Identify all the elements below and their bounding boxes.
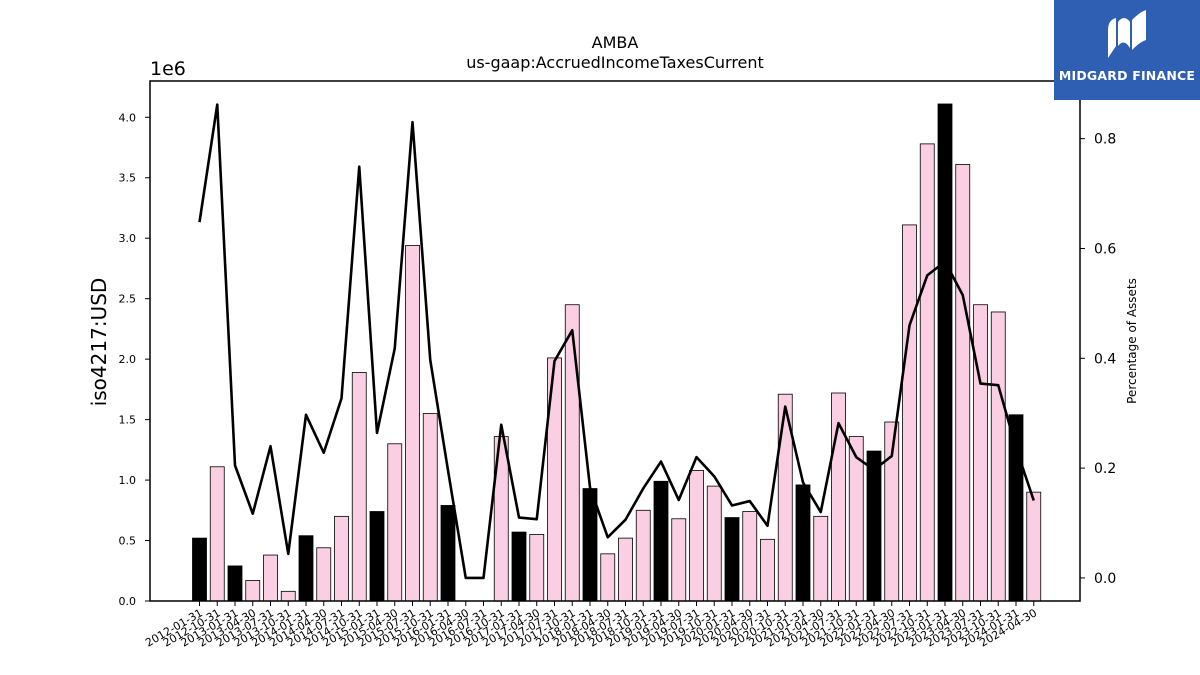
chart-title: AMBA <box>592 33 639 52</box>
y-tick-label: 0.0 <box>119 595 137 608</box>
bar <box>245 580 261 602</box>
y-tick-label: 2.0 <box>119 353 137 366</box>
y2-tick-label: 0.8 <box>1094 132 1116 148</box>
bar <box>511 531 527 602</box>
percentage-line <box>198 103 1035 580</box>
bar <box>387 443 403 602</box>
y2-tick-label: 0.4 <box>1094 351 1116 367</box>
line-group <box>198 103 1035 580</box>
bar <box>671 518 687 602</box>
y-tick-label: 1.5 <box>119 414 137 427</box>
bar <box>742 511 758 602</box>
bar <box>760 538 775 602</box>
bar <box>1026 491 1042 602</box>
bar <box>795 484 811 602</box>
bar <box>227 565 243 602</box>
logo-text: MIDGARD FINANCE <box>1058 68 1196 83</box>
y-tick-label: 4.0 <box>119 111 137 124</box>
bar <box>990 311 1006 602</box>
bar <box>706 485 722 602</box>
y2-axis-label: Percentage of Assets <box>1125 278 1139 404</box>
bar <box>422 413 438 602</box>
axes-group: 0.0 0.5 1.0 1.5 2.0 2.5 3.0 3.5 4.0 0.0 0.2 0.4 0.6 0… <box>119 80 1116 650</box>
bar <box>405 245 420 602</box>
bar <box>316 547 332 602</box>
bar <box>529 534 545 602</box>
bars-group <box>192 103 1042 602</box>
bar <box>298 535 314 602</box>
bar <box>919 143 935 602</box>
bar <box>724 517 740 602</box>
y-scale-label: 1e6 <box>150 58 186 80</box>
y2-tick-label: 0.2 <box>1094 461 1116 477</box>
y-tick-label: 3.0 <box>119 232 137 245</box>
y2-tick-label: 0.0 <box>1094 571 1116 587</box>
bar <box>192 537 207 602</box>
bar <box>582 488 598 602</box>
bar <box>369 511 385 602</box>
bar <box>334 515 349 602</box>
logo: MIDGARD FINANCE <box>1054 0 1200 100</box>
y-axis-label: iso4217:USD <box>87 278 111 407</box>
bar <box>955 164 971 602</box>
bar <box>440 505 456 602</box>
bar <box>635 509 651 602</box>
y-tick-label: 3.5 <box>119 172 137 185</box>
bar <box>689 469 704 602</box>
bar <box>1008 414 1024 602</box>
bar <box>902 224 917 602</box>
bar <box>866 450 882 602</box>
bar <box>813 515 829 602</box>
midgard-logo-icon <box>1108 10 1146 58</box>
bar <box>280 590 296 602</box>
bar <box>564 304 580 602</box>
plot-frame <box>149 80 1081 602</box>
y-tick-label: 0.5 <box>119 535 137 548</box>
bar <box>209 466 225 602</box>
bar <box>937 103 953 602</box>
bar <box>600 553 616 602</box>
y-tick-label: 1.0 <box>119 474 137 487</box>
bar <box>618 537 633 602</box>
bar <box>653 480 669 602</box>
y2-tick-label: 0.6 <box>1094 241 1116 257</box>
bar <box>351 372 367 602</box>
bar <box>263 554 278 602</box>
chart-subtitle: us-gaap:AccruedIncomeTaxesCurrent <box>466 53 764 72</box>
bar <box>973 304 988 602</box>
y-tick-label: 2.5 <box>119 293 137 306</box>
